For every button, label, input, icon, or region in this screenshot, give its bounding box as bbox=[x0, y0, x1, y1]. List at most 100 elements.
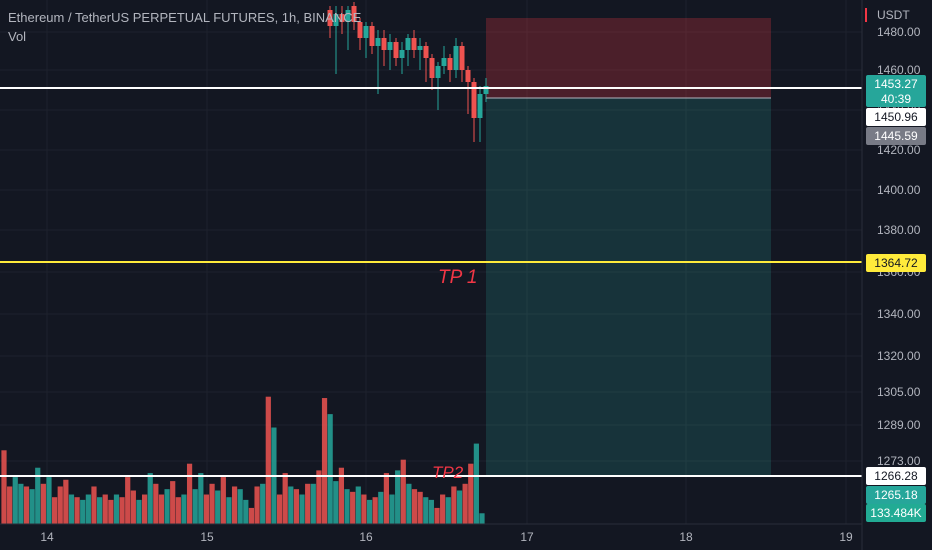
marker-price-tag: 1445.59 bbox=[874, 129, 918, 143]
volume-bar bbox=[175, 497, 181, 524]
tp1-price-tag-bg bbox=[866, 254, 926, 272]
candle-body bbox=[387, 42, 393, 50]
volume-bar bbox=[344, 489, 350, 524]
take-profit-zone bbox=[486, 98, 771, 476]
candle-body bbox=[441, 58, 447, 66]
candlesticks bbox=[327, 2, 489, 142]
volume-bar bbox=[119, 497, 125, 524]
volume-bar bbox=[63, 479, 69, 524]
candle-body bbox=[375, 38, 381, 46]
volume-bar bbox=[12, 477, 18, 524]
price-tick-label: 1480.00 bbox=[877, 25, 921, 39]
volume-bar bbox=[23, 486, 30, 524]
volume-bar bbox=[209, 483, 215, 524]
volume-bar bbox=[68, 494, 75, 524]
entry-price-tag-bg bbox=[866, 108, 926, 126]
volume-bar bbox=[74, 497, 80, 524]
last-price-tag-bg bbox=[866, 75, 926, 107]
volume-bar bbox=[338, 467, 345, 524]
volume-bar bbox=[479, 513, 485, 524]
volume-bar bbox=[383, 473, 389, 524]
volume-bar bbox=[434, 507, 440, 524]
volume-bar bbox=[327, 414, 333, 524]
price-tick-label: 1273.00 bbox=[877, 454, 921, 468]
candle-body bbox=[345, 10, 351, 22]
volume-bar bbox=[428, 499, 434, 524]
volume-bar bbox=[243, 499, 249, 524]
volume-bar bbox=[372, 497, 378, 524]
level-lines[interactable]: TP 1 TP2 bbox=[0, 87, 862, 482]
time-axis[interactable]: 14 15 16 17 18 19 bbox=[0, 523, 862, 544]
volume-bar bbox=[7, 486, 13, 524]
volume-bar bbox=[254, 486, 260, 524]
volume-bar bbox=[366, 499, 373, 524]
volume-bar bbox=[473, 443, 479, 524]
candle-body bbox=[381, 38, 387, 50]
volume-bar bbox=[260, 483, 266, 524]
volume-bar bbox=[411, 489, 418, 524]
time-tick-label: 16 bbox=[359, 530, 373, 544]
volume-bar bbox=[462, 483, 468, 524]
volume-indicator-label[interactable]: Vol bbox=[8, 29, 27, 44]
tp2-annotation: TP2 bbox=[432, 463, 464, 482]
volume-bar bbox=[125, 477, 131, 524]
volume-bar bbox=[350, 491, 356, 524]
volume-bar bbox=[468, 463, 474, 524]
volume-bar bbox=[186, 463, 193, 524]
price-tick-label: 1305.00 bbox=[877, 385, 921, 399]
volume-bar bbox=[80, 499, 86, 524]
volume-value-tag-bg bbox=[866, 504, 926, 522]
candle-body bbox=[393, 42, 399, 58]
volume-bar bbox=[40, 483, 46, 524]
candle-body bbox=[363, 26, 369, 38]
volume-value-tag: 133.484K bbox=[870, 506, 921, 520]
volume-bar bbox=[316, 470, 322, 524]
volume-bars bbox=[1, 396, 485, 524]
time-tick-label: 15 bbox=[200, 530, 214, 544]
candle-body bbox=[369, 26, 375, 46]
time-tick-label: 14 bbox=[40, 530, 54, 544]
volume-bar bbox=[378, 491, 384, 524]
candle-body bbox=[435, 66, 441, 78]
volume-bar bbox=[203, 494, 210, 524]
volume-bar bbox=[456, 490, 463, 524]
candle-body bbox=[351, 6, 357, 22]
volume-bar bbox=[97, 497, 103, 524]
volume-bar bbox=[170, 481, 176, 524]
time-tick-label: 17 bbox=[520, 530, 534, 544]
volume-bar bbox=[158, 494, 165, 524]
candle-body bbox=[429, 58, 435, 78]
candle-body bbox=[477, 94, 483, 118]
time-tick-label: 18 bbox=[679, 530, 693, 544]
volume-bar bbox=[18, 483, 24, 524]
volume-bar bbox=[91, 486, 97, 524]
volume-bar bbox=[181, 494, 187, 524]
volume-bar bbox=[108, 499, 114, 524]
volume-bar bbox=[276, 494, 283, 524]
volume-bar bbox=[102, 494, 108, 524]
candle-body bbox=[471, 82, 477, 118]
tp1-price-tag: 1364.72 bbox=[874, 256, 918, 270]
volume-bar bbox=[85, 494, 91, 524]
position-zones[interactable] bbox=[486, 18, 771, 476]
volume-bar bbox=[282, 473, 288, 524]
price-tick-label: 1460.00 bbox=[877, 63, 921, 77]
volume-bar bbox=[417, 491, 423, 524]
volume-bar bbox=[46, 477, 52, 524]
volume-bar bbox=[299, 494, 305, 524]
price-tick-label: 1320.00 bbox=[877, 349, 921, 363]
candle-body bbox=[399, 50, 405, 58]
chart-title: Ethereum / TetherUS PERPETUAL FUTURES, 1… bbox=[8, 10, 362, 25]
price-tick-label: 1420.00 bbox=[877, 143, 921, 157]
volume-bar bbox=[333, 481, 339, 524]
volume-bar bbox=[265, 396, 271, 524]
marker-price-tag-bg bbox=[866, 127, 926, 145]
volume-bar bbox=[215, 490, 221, 524]
candle-body bbox=[417, 46, 423, 50]
candle-countdown-tag: 40:39 bbox=[881, 92, 911, 106]
volume-bar bbox=[1, 450, 7, 524]
candle-body bbox=[405, 38, 411, 50]
volume-bar bbox=[288, 486, 294, 524]
